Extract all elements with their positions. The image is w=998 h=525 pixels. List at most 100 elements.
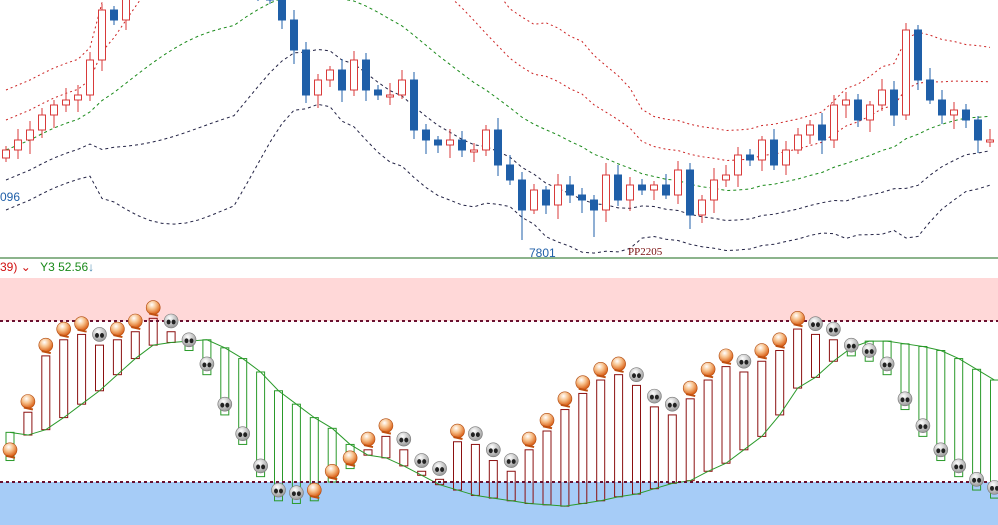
candle [698,195,706,223]
falling-skull-icon [92,327,107,342]
falling-skull-icon [897,391,913,407]
candle-body-down [962,109,970,121]
falling-skull-icon [396,431,412,447]
candle-body-up [698,199,706,216]
candle [830,95,838,148]
candle [746,149,754,166]
band-upper-outer-line [5,0,991,132]
candle-body-down [890,89,898,116]
bulb-head [593,361,609,377]
skull-head [915,418,931,433]
skull-head [414,453,430,468]
falling-skull-icon [485,442,501,458]
candle [962,104,970,128]
skull-eye [637,373,641,379]
bulb-base [614,368,624,373]
falling-skull-icon [503,453,519,468]
skull-eye [851,343,856,349]
bulb-base [793,323,803,328]
histogram-bar-rising [381,435,391,459]
rising-bulb-icon [611,356,626,373]
candle-body-up [674,169,682,196]
candle-body-up [62,99,70,106]
skull-eye [100,333,104,338]
candle-body-up [830,104,838,141]
candle [566,176,574,203]
candle-body-down [302,49,310,96]
candle [626,177,634,211]
candle [446,129,454,158]
candle-body-up [350,59,358,91]
histogram-bar-rising [685,398,695,482]
candle [422,124,430,154]
skull-head [253,458,268,474]
candle [26,121,34,154]
bulb-base [59,334,69,339]
candle-body-up [98,9,106,61]
skull-eye [936,448,941,454]
candle [542,186,550,214]
rising-bulb-icon [790,311,805,328]
skull-head [199,356,215,372]
skull-eye [207,362,212,368]
bulb-base [596,374,606,379]
candle-body-up [950,109,958,116]
candle-body-up [782,149,790,166]
skull-eye [256,464,261,470]
skull-eye [506,459,511,464]
candle [482,125,490,156]
rising-bulb-icon [56,321,72,339]
skull-eye [166,319,171,325]
bulb-head [378,418,394,433]
candle [350,51,358,96]
falling-skull-icon [181,332,197,348]
candle [530,184,538,214]
candle-body-down [746,154,754,161]
overbought-zone [0,278,998,321]
bulb-head [38,337,54,353]
candle [662,174,670,199]
candle-body-down [374,89,382,96]
rising-bulb-icon [145,300,161,317]
bulb-base [524,444,535,449]
candle-body-up [26,129,34,141]
candle [314,74,322,108]
skull-eye [417,459,422,464]
bulb-head [682,380,698,396]
candle-body-down [926,79,934,101]
price-label-left: 096 [0,190,21,204]
histogram-bar-rising [23,411,33,436]
falling-skull-icon [808,316,823,331]
candle [638,179,646,195]
histogram-bar-rising [363,449,373,456]
histogram-bar-rising [811,333,820,378]
candle-body-down [110,9,118,21]
bulb-head [306,482,322,498]
candle-body-up [842,99,850,106]
bulb-head [110,321,125,337]
candle [506,155,514,185]
skull-head [647,388,662,404]
bulb-base [703,374,714,379]
skull-eye [882,362,887,368]
skull-eye [846,343,851,349]
candle-body-up [314,79,322,96]
skull-eye [296,491,301,497]
skull-head [826,321,841,337]
candle-body-up [602,174,610,211]
histogram-bar-rising [739,371,749,451]
bulb-base [453,436,463,440]
skull-eye [274,488,278,494]
candle [410,72,418,139]
indicator-header: 39) ⌄ Y3 52.56↓ [0,260,94,274]
falling-skull-icon [199,356,215,372]
candle [386,83,394,105]
skull-head [235,426,250,442]
bulb-base [685,393,696,398]
histogram-bar-rising [112,339,122,376]
skull-eye [941,448,946,454]
bulb-base [721,360,732,365]
falling-skull-icon [843,337,859,353]
chevron-down-icon[interactable]: ⌄ [20,260,31,274]
